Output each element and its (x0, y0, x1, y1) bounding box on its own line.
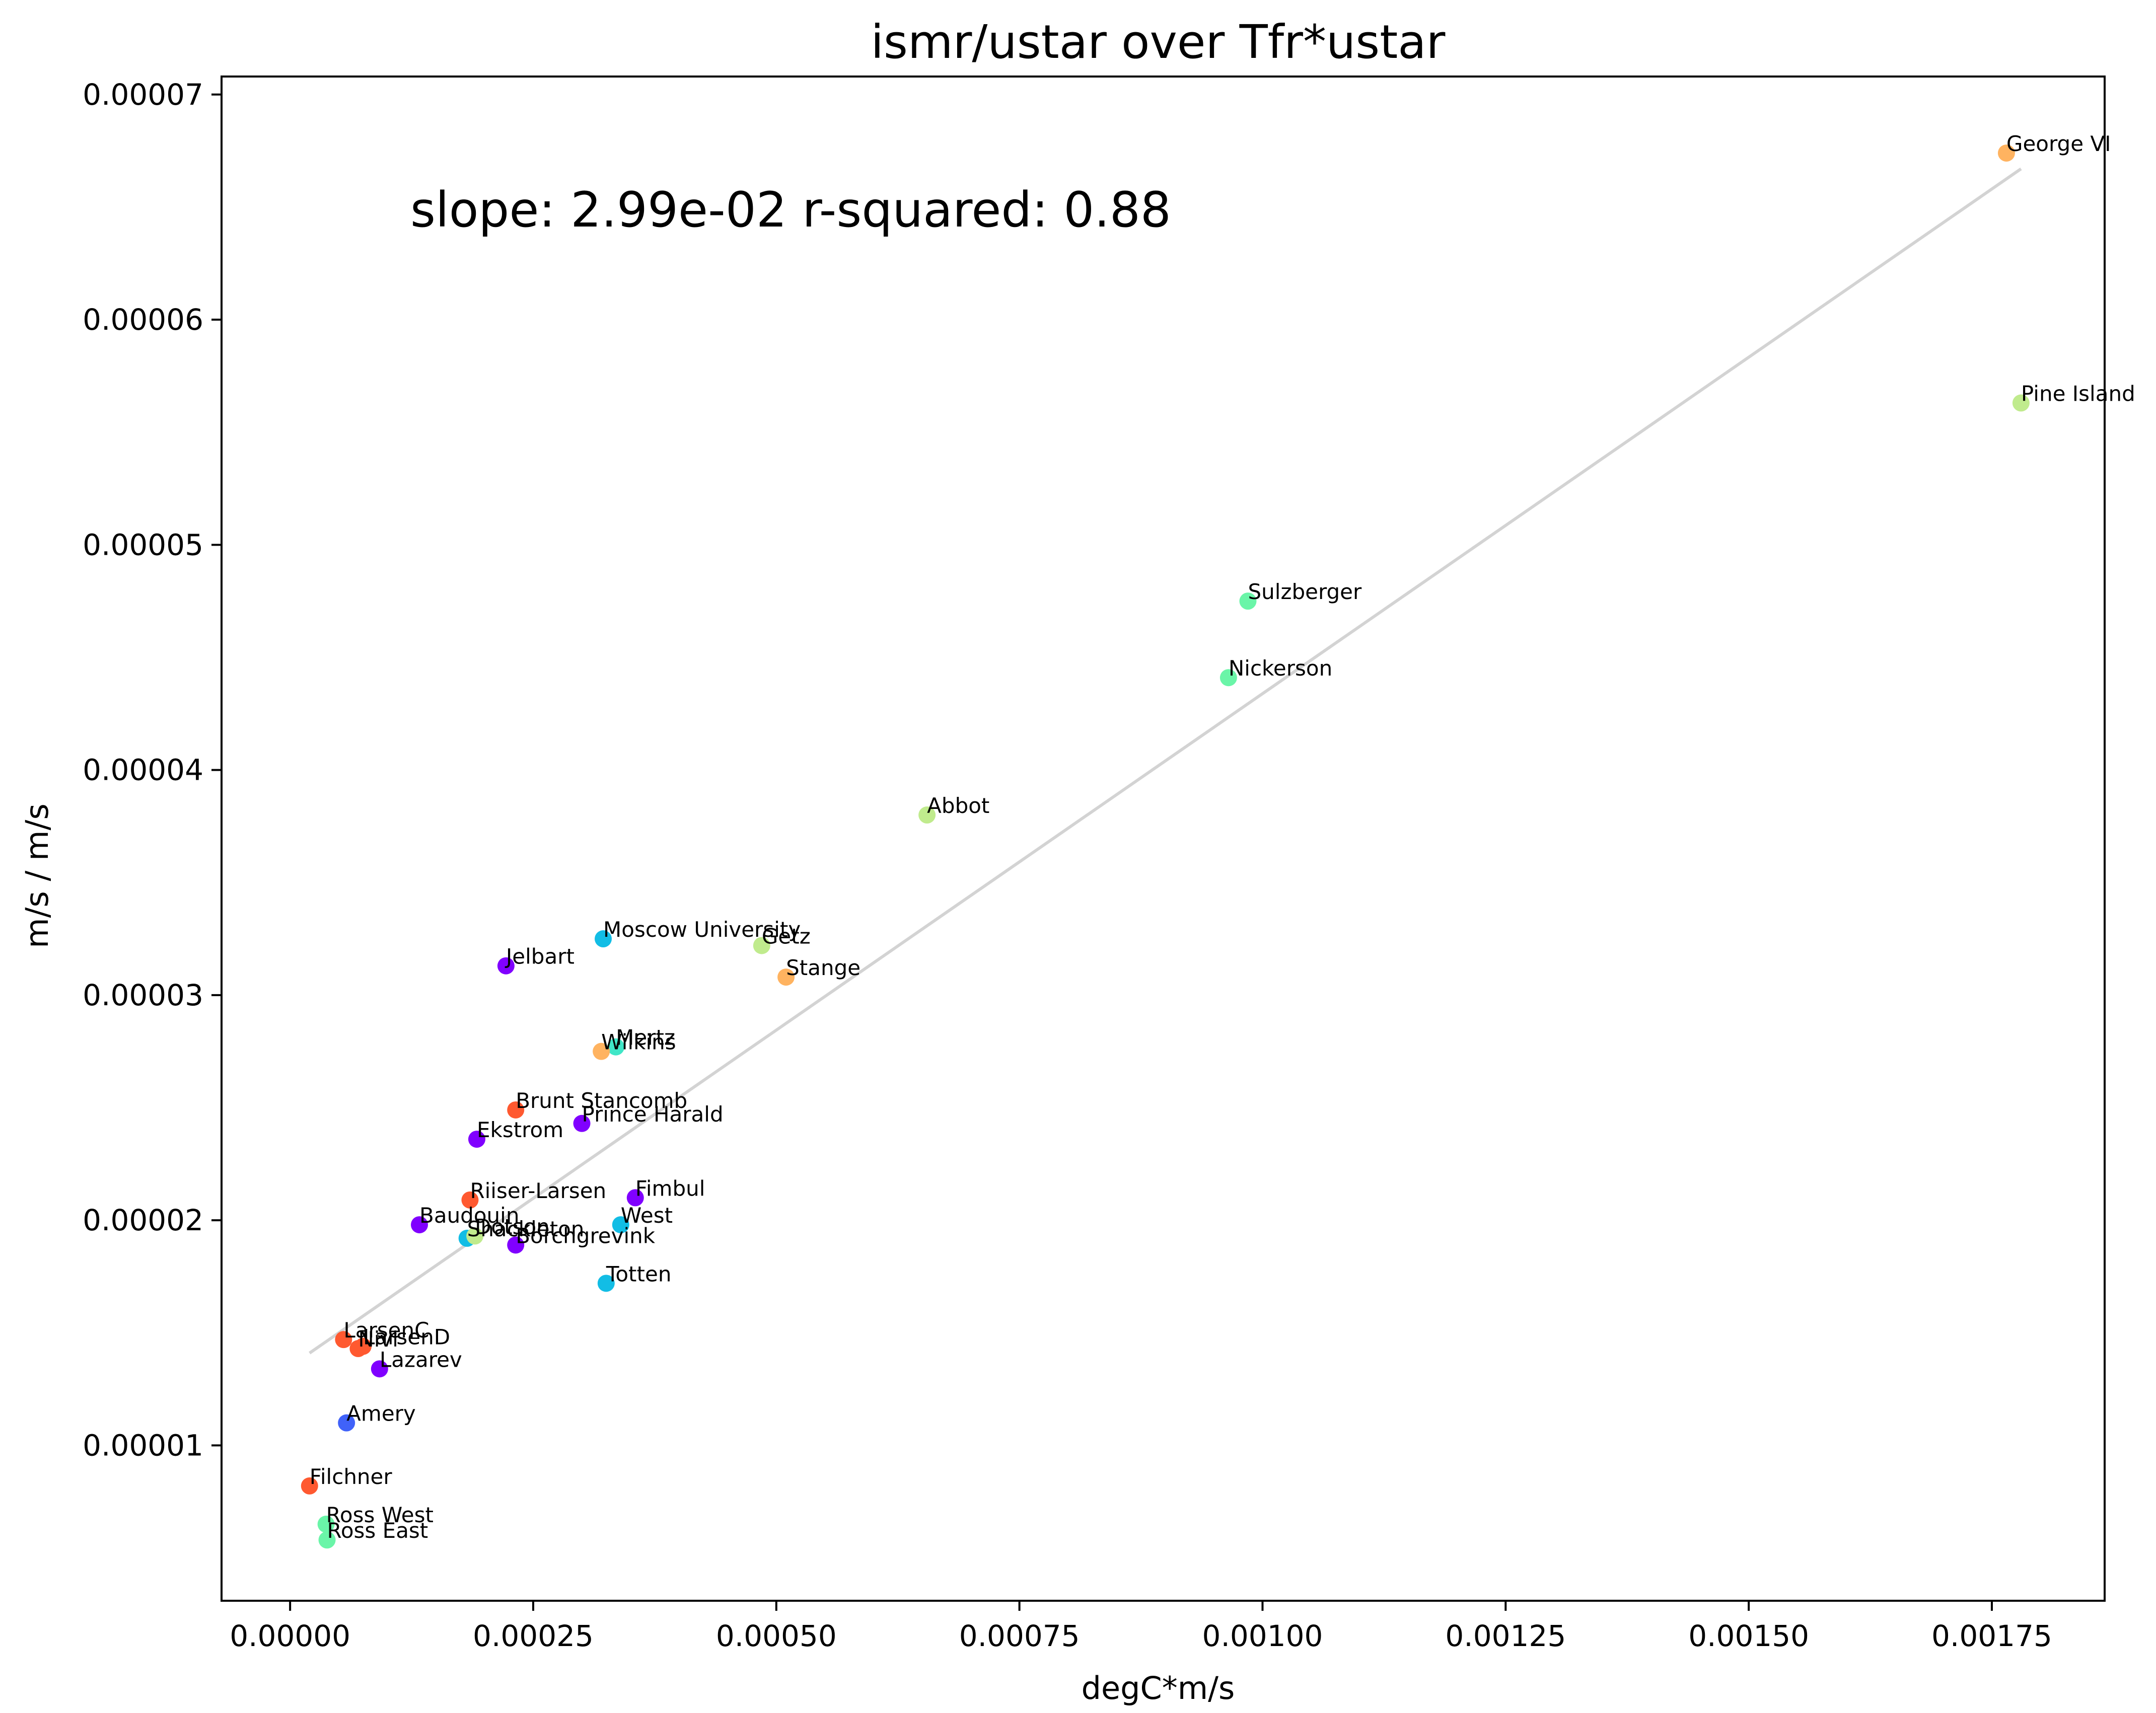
data-point (468, 1131, 485, 1148)
x-tick-label: 0.00025 (473, 1619, 594, 1653)
y-tick-label: 0.00007 (83, 78, 203, 112)
data-point (595, 930, 612, 948)
y-axis-label: m/s / m/s (19, 803, 55, 948)
data-point (466, 1227, 484, 1245)
data-point-label: Borchgrevink (516, 1223, 656, 1248)
data-point (349, 1340, 367, 1358)
data-point-label: Fimbul (635, 1176, 705, 1201)
data-point (461, 1191, 479, 1209)
data-point (335, 1331, 352, 1349)
data-point-label: Ross East (327, 1518, 428, 1543)
data-point-label: Pine Island (2021, 382, 2135, 406)
data-point (338, 1414, 355, 1432)
x-tick-label: 0.00100 (1202, 1619, 1323, 1653)
data-point-label: LarsenC (343, 1318, 429, 1343)
data-point-label: Totten (606, 1261, 672, 1286)
data-point-label: Sulzberger (1248, 579, 1362, 604)
data-point-label: Wilkins (601, 1030, 676, 1055)
points-layer (301, 144, 2030, 1549)
data-point-label: Stange (786, 955, 860, 980)
data-point-label: Filchner (310, 1464, 393, 1489)
fit-line-layer (309, 167, 2022, 1355)
data-point (597, 1275, 615, 1292)
data-point-label: Nivl (358, 1327, 398, 1352)
data-point (1239, 592, 1257, 610)
data-point (593, 1042, 610, 1060)
y-tick-label: 0.00005 (83, 528, 203, 562)
y-tick-label: 0.00006 (83, 303, 203, 337)
data-point (1997, 144, 2015, 162)
data-point-label: Jelbart (505, 944, 574, 969)
x-tick-label: 0.00050 (716, 1619, 837, 1653)
x-tick-label: 0.00075 (959, 1619, 1080, 1653)
data-point-label: Abbot (927, 793, 989, 818)
x-tick-label: 0.00175 (1931, 1619, 2052, 1653)
data-point-label: West (621, 1203, 673, 1228)
regression-line (309, 167, 2022, 1355)
y-tick-label: 0.00001 (83, 1428, 203, 1462)
data-point (777, 969, 795, 986)
x-tick-label: 0.00125 (1445, 1619, 1566, 1653)
data-point-label: Ross West (326, 1503, 434, 1527)
chart-title: ismr/ustar over Tfr*ustar (871, 15, 1445, 69)
data-point (1219, 669, 1237, 687)
data-point-label: Ekstrom (477, 1118, 563, 1142)
data-point-label: Dotson (475, 1214, 550, 1239)
data-point (2012, 394, 2030, 412)
data-point (317, 1515, 335, 1533)
data-point-label: George VI (2006, 131, 2111, 156)
data-point (918, 806, 936, 824)
data-point (753, 937, 770, 954)
data-point-label: LarsenD (363, 1325, 450, 1350)
x-tick-label: 0.00000 (230, 1619, 350, 1653)
y-tick-label: 0.00002 (83, 1203, 203, 1237)
y-tick-label: 0.00003 (83, 978, 203, 1012)
data-point (507, 1101, 525, 1119)
data-point-label: Mertz (616, 1025, 675, 1050)
data-point-label: Prince Harald (582, 1102, 724, 1127)
data-point (371, 1360, 388, 1378)
data-point (497, 957, 515, 975)
fit-annotation: slope: 2.99e-02 r-squared: 0.88 (410, 182, 1171, 238)
data-point (507, 1236, 525, 1254)
data-point (612, 1216, 629, 1234)
x-axis-label: degC*m/s (1082, 1670, 1235, 1706)
data-point-label: Nickerson (1229, 656, 1332, 681)
data-point-label: Lazarev (380, 1347, 462, 1372)
data-point-label: Riiser-Larsen (470, 1178, 606, 1203)
data-point-label: Baudouin (419, 1203, 519, 1228)
point-labels-layer: George VI Pine Island Sulzberger Nickerson A… (310, 131, 2135, 1543)
data-point (626, 1189, 644, 1207)
data-point (573, 1114, 591, 1132)
data-point-label: Shackleton (467, 1217, 585, 1241)
data-point (607, 1038, 625, 1056)
data-point (411, 1216, 428, 1234)
y-tick-label: 0.00004 (83, 753, 203, 787)
data-point-label: Getz (762, 924, 811, 948)
data-point-label: Brunt Stancomb (516, 1088, 687, 1113)
data-point-label: Moscow University (603, 917, 801, 942)
data-point (301, 1477, 318, 1495)
data-point (318, 1531, 336, 1549)
data-point-label: Amery (346, 1401, 416, 1426)
ticks-layer: 0.00000 0.00025 0.00050 0.00075 0.00100 0.001… (83, 78, 2052, 1653)
x-tick-label: 0.00150 (1688, 1619, 1809, 1653)
plot-frame (221, 76, 2106, 1602)
